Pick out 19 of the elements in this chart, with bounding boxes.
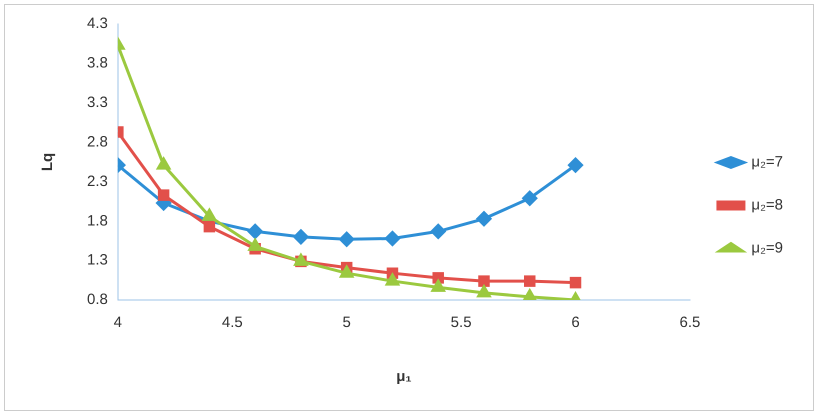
legend-label: μ₂=7 xyxy=(751,154,784,171)
y-tick-label: 1.8 xyxy=(86,212,108,230)
x-tick-label: 6 xyxy=(571,314,580,332)
legend-label: μ₂=9 xyxy=(751,240,784,257)
x-tick-label: 4.5 xyxy=(222,314,243,332)
y-tick-label: 2.3 xyxy=(86,172,108,190)
x-tick-label: 6.5 xyxy=(680,314,700,332)
legend-label: μ₂=8 xyxy=(751,196,784,214)
x-tick-label: 4 xyxy=(114,314,122,332)
x-tick-label: 5.5 xyxy=(450,314,472,332)
y-axis-title: Lq xyxy=(39,152,56,172)
x-axis-title: μ₁ xyxy=(396,368,412,386)
y-tick-label: 2.8 xyxy=(86,133,108,150)
y-tick-label: 4.3 xyxy=(86,15,108,32)
y-tick-label: 3.3 xyxy=(86,94,108,111)
y-tick-label: 0.8 xyxy=(86,291,108,308)
x-tick-label: 5 xyxy=(342,314,351,332)
y-tick-label: 1.3 xyxy=(86,252,108,269)
y-tick-label: 3.8 xyxy=(86,54,108,72)
